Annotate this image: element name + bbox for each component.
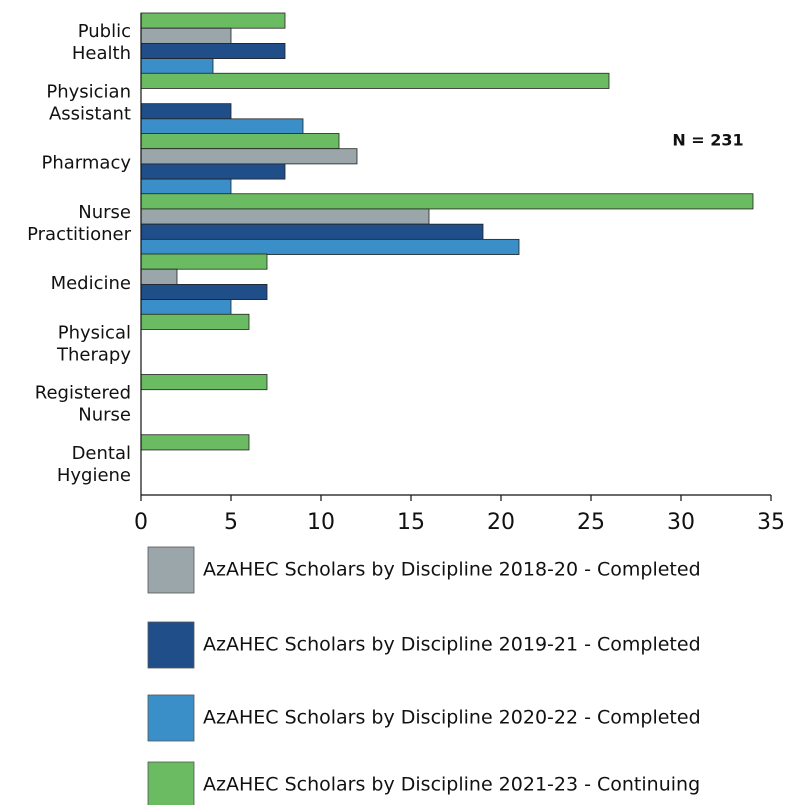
legend-swatch xyxy=(147,761,195,805)
y-tick-label: Public Health xyxy=(72,21,131,64)
bar xyxy=(140,58,214,75)
legend-label: AzAHEC Scholars by Discipline 2021-23 - … xyxy=(203,774,700,796)
bar xyxy=(140,238,520,255)
bar xyxy=(140,208,430,225)
bar xyxy=(140,223,484,240)
bar xyxy=(140,178,232,195)
x-tick-label: 35 xyxy=(757,510,785,535)
x-tick-label: 30 xyxy=(667,510,695,535)
y-tick-label: Pharmacy xyxy=(42,153,132,174)
bar xyxy=(140,283,268,300)
legend-label: AzAHEC Scholars by Discipline 2020-22 - … xyxy=(203,707,701,729)
bar xyxy=(140,193,754,210)
bar xyxy=(140,163,286,180)
legend-label: AzAHEC Scholars by Discipline 2018-20 - … xyxy=(203,559,701,581)
bar xyxy=(140,374,268,391)
x-tick-label: 0 xyxy=(134,510,148,535)
legend-swatch xyxy=(147,621,195,669)
bar xyxy=(140,253,268,270)
y-tick-label: Nurse Practitioner xyxy=(27,202,131,245)
bar xyxy=(140,434,250,451)
bar xyxy=(140,72,610,89)
x-tick-label: 5 xyxy=(224,510,238,535)
bar xyxy=(140,118,304,135)
bar xyxy=(140,268,178,285)
y-tick-label: Registered Nurse xyxy=(35,383,131,426)
x-tick-label: 20 xyxy=(487,510,515,535)
bar xyxy=(140,27,232,44)
bar xyxy=(140,148,358,165)
y-tick-label: Physical Therapy xyxy=(56,322,131,365)
y-tick-label: Physician Assistant xyxy=(46,81,131,124)
x-tick-label: 10 xyxy=(307,510,335,535)
y-tick-label: Medicine xyxy=(51,273,131,294)
y-tick-label: Dental Hygiene xyxy=(57,443,131,486)
legend-label: AzAHEC Scholars by Discipline 2019-21 - … xyxy=(203,634,701,656)
x-tick-label: 25 xyxy=(577,510,605,535)
bar xyxy=(140,299,232,316)
x-tick-label: 15 xyxy=(397,510,425,535)
bar xyxy=(140,133,340,150)
bar xyxy=(140,43,286,60)
bar xyxy=(140,103,232,120)
annotation: N = 231 xyxy=(672,131,743,150)
bar xyxy=(140,12,286,29)
bar xyxy=(140,313,250,330)
legend-swatch xyxy=(147,694,195,742)
legend-swatch xyxy=(147,546,195,594)
